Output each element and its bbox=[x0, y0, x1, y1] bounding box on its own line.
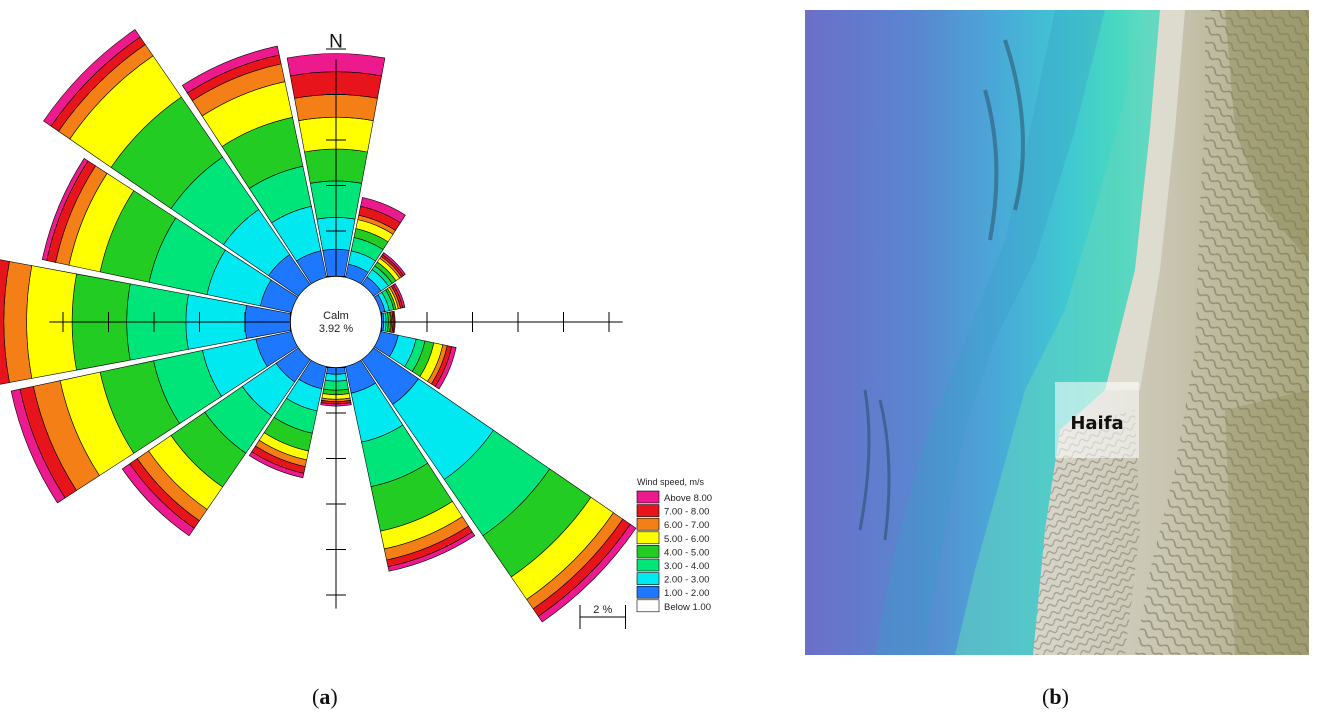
legend-swatch bbox=[636, 531, 660, 545]
petal-segment bbox=[360, 197, 406, 224]
legend-label: 1.00 - 2.00 bbox=[664, 588, 709, 599]
scale-bar bbox=[579, 605, 626, 629]
haifa-label-box bbox=[1055, 382, 1139, 458]
legend-swatch bbox=[636, 490, 660, 504]
petal-segment bbox=[392, 310, 396, 334]
petal-segment bbox=[248, 451, 305, 479]
legend-label: 5.00 - 6.00 bbox=[664, 534, 709, 545]
legend-label: 3.00 - 4.00 bbox=[664, 561, 709, 572]
wind-rose-chart: Calm 3.92 % N 2 % Wind speed, m/s Above … bbox=[0, 29, 712, 629]
legend-label: 6.00 - 7.00 bbox=[664, 520, 709, 531]
petal-segment bbox=[181, 45, 280, 94]
calm-label: Calm bbox=[323, 310, 349, 322]
petal-segment bbox=[537, 523, 637, 623]
petal-segment bbox=[381, 252, 406, 277]
north-label: N bbox=[329, 31, 343, 52]
petal-segment bbox=[121, 463, 195, 537]
legend-label: 2.00 - 3.00 bbox=[664, 575, 709, 586]
legend-swatch bbox=[636, 572, 660, 585]
haifa-label: Haifa bbox=[1070, 413, 1123, 434]
legend-swatch bbox=[636, 517, 660, 531]
legend-swatch bbox=[636, 504, 660, 517]
legend-swatch bbox=[636, 599, 660, 613]
legend-title: Wind speed, m/s bbox=[637, 477, 705, 487]
panel-label-a: (a) bbox=[312, 684, 338, 709]
legend-swatch bbox=[636, 558, 660, 572]
legend-label: 4.00 - 5.00 bbox=[664, 547, 709, 558]
petal-segment bbox=[43, 29, 141, 127]
petal-segment bbox=[10, 388, 66, 504]
legend: Wind speed, m/s Above 8.00 7.00 - 8.00 6.0… bbox=[636, 477, 712, 613]
petal-segment bbox=[392, 283, 406, 309]
scale-bar-label: 2 % bbox=[593, 604, 612, 616]
legend-swatch bbox=[636, 585, 660, 599]
panel-label-b: (b) bbox=[1042, 684, 1069, 709]
calm-value: 3.92 % bbox=[319, 323, 353, 335]
legend-label: Below 1.00 bbox=[664, 602, 711, 613]
petal-segment bbox=[434, 346, 457, 390]
legend-label: Above 8.00 bbox=[664, 493, 712, 504]
legend-swatch bbox=[636, 545, 660, 558]
terrain-map: Haifa bbox=[805, 10, 1309, 655]
petal-segment bbox=[387, 531, 476, 572]
legend-label: 7.00 - 8.00 bbox=[664, 507, 709, 518]
calm-circle bbox=[290, 276, 382, 368]
petal-segment bbox=[41, 158, 89, 261]
petal-segment bbox=[0, 259, 10, 385]
